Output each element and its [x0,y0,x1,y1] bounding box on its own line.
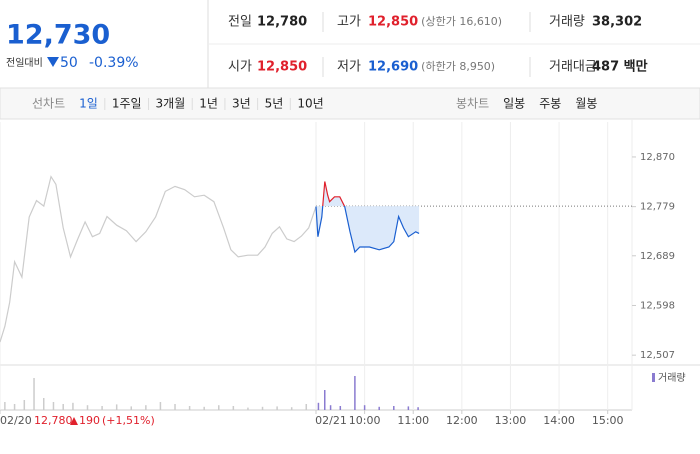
prev-change: 190 [79,414,100,427]
tab[interactable]: 주봉 [539,97,561,111]
legend-label: 거래량 [658,372,686,384]
x-tick-label: 12:00 [446,414,478,427]
change: 50 [60,55,78,71]
tab[interactable]: 3년 [232,97,251,111]
info-value: 12,850 [257,60,307,75]
info-value: 38,302 [592,15,642,30]
tab[interactable]: 1일 [79,97,98,111]
y-tick-label: 12,598 [640,300,675,311]
info-label: 시가 [228,60,252,75]
area-fill [316,181,420,252]
info-value: 487 백만 [592,59,648,75]
change-rate: -0.39% [89,55,139,71]
info-label: 거래대금 [549,60,597,75]
tab[interactable]: 월봉 [575,97,597,111]
tab[interactable]: 5년 [265,97,284,111]
price-line [0,175,317,343]
y-tick-label: 12,779 [640,202,675,213]
tab-bar [0,87,700,120]
x-tick-label: 11:00 [397,414,429,427]
x-tick-label: 15:00 [592,414,624,427]
y-tick-label: 12,870 [640,152,675,163]
x-tick-label: 02/20 [0,414,32,427]
info-value: 12,850 [368,15,418,30]
tab-group-label: 선차트 [32,97,65,111]
info-label: 고가 [337,15,361,30]
info-value: 12,780 [257,15,307,30]
info-note: (하한가 8,950) [421,59,495,73]
tab[interactable]: 일봉 [503,97,525,111]
tab[interactable]: 10년 [297,97,323,111]
down-icon [47,57,59,67]
info-value: 12,690 [368,60,418,75]
info-label: 저가 [337,60,361,75]
x-tick-label: 10:00 [349,414,381,427]
x-tick-label: 14:00 [543,414,575,427]
info-note: (상한가 16,610) [421,15,502,28]
price-line [315,181,420,254]
prev-close: 12,780 [34,414,73,427]
tab-group-label: 봉차트 [456,97,489,111]
y-tick-label: 12,507 [640,350,675,361]
tab[interactable]: 3개월 [156,97,186,111]
change-label: 전일대비 [6,57,43,69]
info-label: 전일 [228,15,252,30]
up-icon [70,417,78,425]
prev-rate: (+1,51%) [102,414,155,427]
x-tick-label: 02/21 [315,414,347,427]
x-tick-label: 13:00 [495,414,527,427]
tab[interactable]: 1년 [199,97,218,111]
tab[interactable]: 1주일 [112,97,142,111]
legend-swatch [652,373,655,382]
y-tick-label: 12,689 [640,251,675,262]
info-label: 거래량 [549,15,585,30]
current-price: 12,730 [6,20,110,51]
